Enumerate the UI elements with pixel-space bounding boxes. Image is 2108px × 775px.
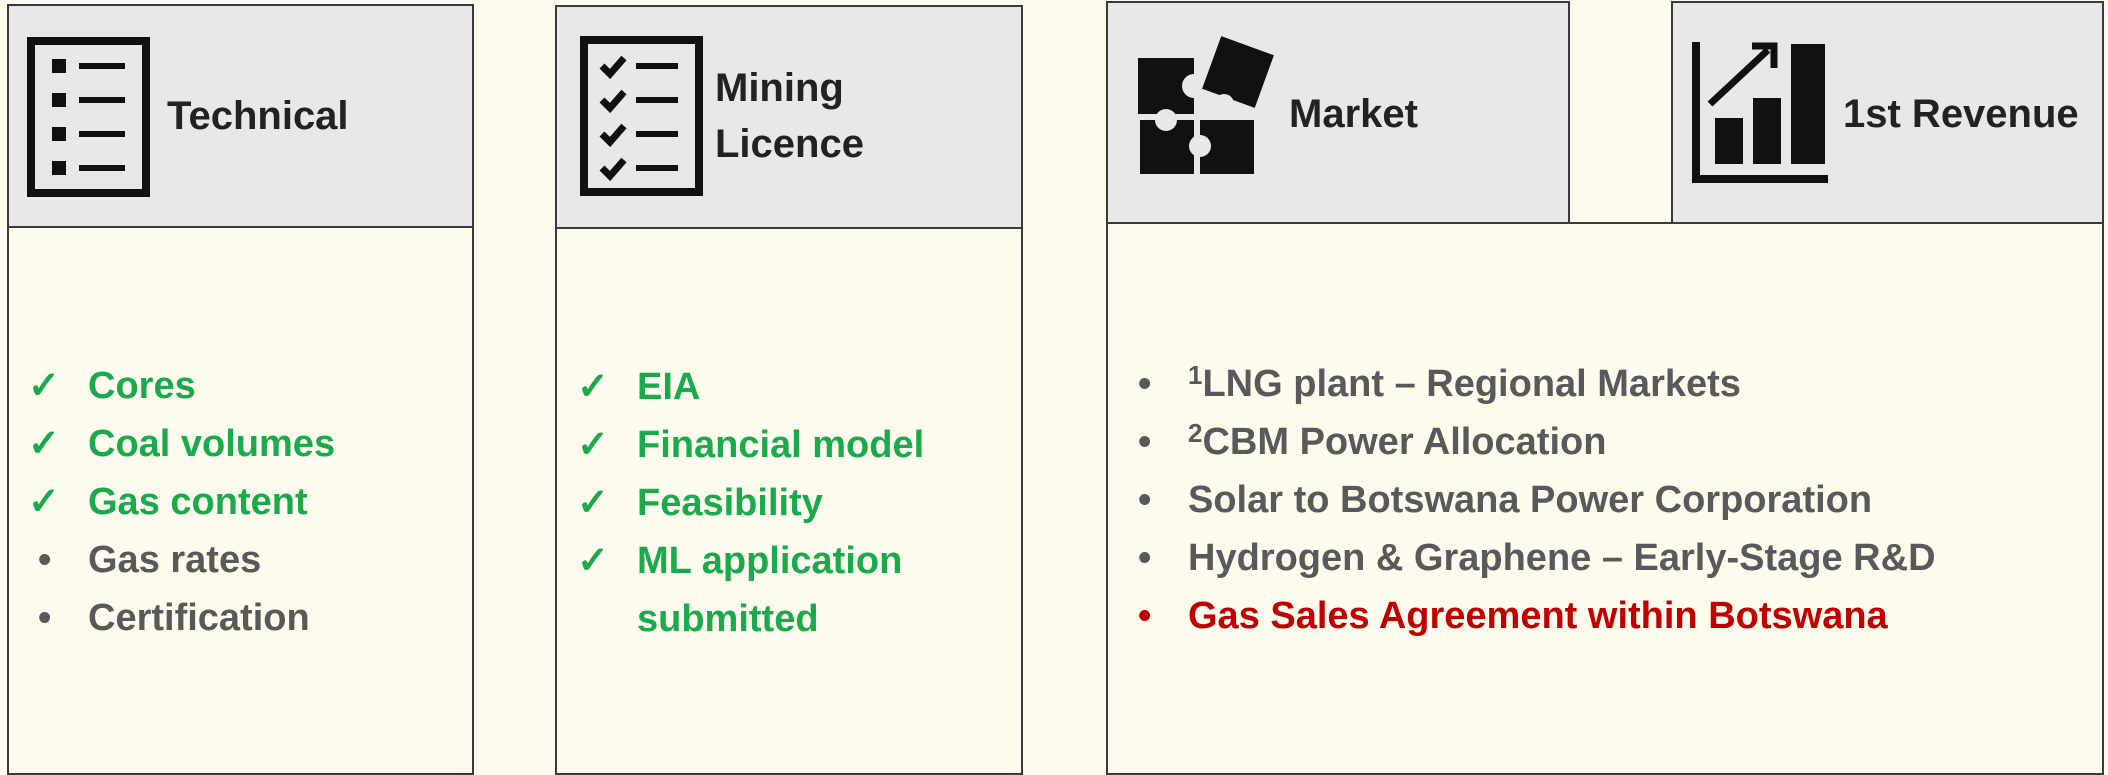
footnote-ref: 1 [1188, 360, 1203, 390]
item-marker: • [1138, 363, 1152, 405]
item-text: Gas Sales Agreement within Botswana [1188, 595, 1888, 637]
item-marker: • [38, 597, 52, 639]
list-item: • Hydrogen & Graphene – Early-Stage R&D [1128, 529, 2098, 587]
item-text: Financial model [637, 424, 925, 466]
item-text: Cores [88, 365, 196, 407]
item-marker: ✓ [577, 540, 609, 582]
chart-icon [1692, 42, 1828, 183]
panel-title: Mining Licence [715, 66, 864, 166]
puzzle-icon [1138, 36, 1274, 174]
panel-header [1671, 1, 2104, 224]
panel-title: 1st Revenue [1843, 92, 2079, 136]
list-item: ✓ Cores [28, 357, 468, 415]
item-marker: ✓ [577, 424, 609, 466]
list-icon [27, 37, 150, 197]
item-marker: ✓ [28, 365, 60, 407]
item-marker: ✓ [28, 423, 60, 465]
panel-title: Market [1289, 92, 1418, 136]
panel-title: Technical [167, 94, 349, 138]
item-text: Gas rates [88, 539, 262, 581]
item-text: Hydrogen & Graphene – Early-Stage R&D [1188, 537, 1936, 579]
item-marker: • [1138, 595, 1152, 637]
list-item: • 1LNG plant – Regional Markets [1128, 355, 2098, 413]
panel-box [1106, 222, 2104, 775]
item-text: Coal volumes [88, 423, 336, 465]
item-text: Certification [88, 597, 310, 639]
list-item: • Certification [28, 589, 468, 647]
item-marker: • [38, 539, 52, 581]
checklist-icon [580, 36, 703, 196]
item-text: Feasibility [637, 482, 823, 524]
item-text: CBM Power Allocation [1202, 421, 1607, 463]
item-text: Gas content [88, 481, 308, 523]
list-item: ✓ Gas content [28, 473, 468, 531]
list-item: • Solar to Botswana Power Corporation [1128, 471, 2098, 529]
list-item: • Gas Sales Agreement within Botswana [1128, 587, 2098, 645]
item-list: • 1LNG plant – Regional Markets • 2CBM Powe… [1128, 355, 2098, 645]
item-text: EIA [637, 366, 701, 408]
list-item: • 2CBM Power Allocation [1128, 413, 2098, 471]
item-text: ML application submitted [637, 540, 903, 640]
footnote-ref: 2 [1188, 418, 1203, 448]
list-item: ✓ Coal volumes [28, 415, 468, 473]
item-marker: • [1138, 479, 1152, 521]
list-item: ✓ Feasibility [577, 474, 997, 532]
item-marker: • [1138, 421, 1152, 463]
list-item: ✓ ML application submitted [577, 532, 997, 648]
item-marker: ✓ [577, 482, 609, 524]
item-text: LNG plant – Regional Markets [1202, 363, 1741, 405]
list-item: ✓ Financial model [577, 416, 997, 474]
item-marker: • [1138, 537, 1152, 579]
item-list: ✓ EIA ✓ Financial model ✓ Feasibility ✓ ML appl… [577, 358, 997, 648]
item-text: Solar to Botswana Power Corporation [1188, 479, 1873, 521]
item-list: ✓ Cores ✓ Coal volumes ✓ Gas content • Gas rate… [28, 357, 468, 647]
item-marker: ✓ [577, 366, 609, 408]
list-item: ✓ EIA [577, 358, 997, 416]
list-item: • Gas rates [28, 531, 468, 589]
item-marker: ✓ [28, 481, 60, 523]
